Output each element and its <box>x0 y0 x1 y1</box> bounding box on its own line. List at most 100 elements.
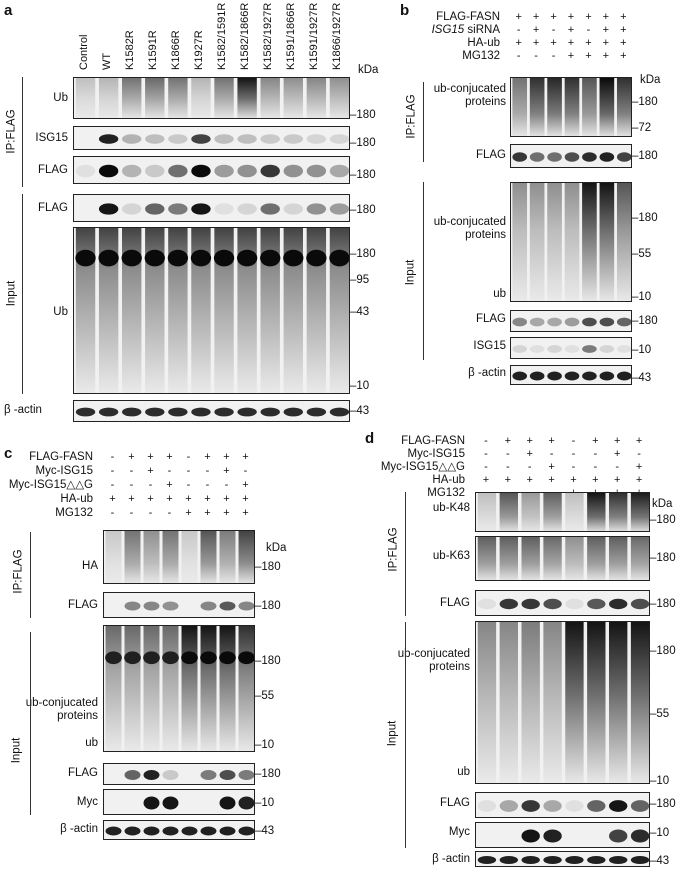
mw-b-in-180: –180 <box>632 212 658 224</box>
bracket-c-input <box>30 632 31 815</box>
band <box>122 134 142 144</box>
band <box>143 651 160 665</box>
band <box>512 371 528 381</box>
kda-label-c: kDa <box>266 542 287 554</box>
band <box>237 407 257 417</box>
lane-smear <box>499 493 518 531</box>
c-condition-label-4: MG132 <box>55 507 93 519</box>
blot-d-ip-flag <box>475 590 650 616</box>
c-condition-mark: + <box>223 507 230 519</box>
band <box>587 598 606 610</box>
b-condition-mark: + <box>620 11 627 23</box>
band <box>167 249 189 267</box>
band <box>582 152 597 162</box>
band <box>306 249 327 267</box>
lane-smear <box>630 622 649 783</box>
band <box>521 856 540 864</box>
b-condition-mark: + <box>620 37 627 49</box>
lane-smear <box>477 493 497 531</box>
group-b-input: Input <box>404 259 417 286</box>
lane-smear <box>238 626 254 751</box>
column-header-8: K1582/1927R <box>262 2 275 70</box>
mw-a-in-43: –43 <box>350 306 370 318</box>
lane-smear <box>529 183 545 301</box>
band <box>529 345 545 353</box>
band <box>122 407 142 417</box>
blot-a-input-flag <box>73 194 350 222</box>
blot-c-ip-ha <box>103 530 255 584</box>
d-condition-mark: - <box>505 448 510 460</box>
band <box>162 770 179 780</box>
c-condition-mark: + <box>166 451 173 463</box>
group-a-ip: IP:FLAG <box>5 109 18 154</box>
mw-a-in-95: –95 <box>350 274 370 286</box>
band <box>191 407 211 417</box>
kda-label-b: kDa <box>640 74 661 86</box>
b-condition-mark: + <box>585 50 592 62</box>
lane-smear <box>283 228 303 393</box>
column-header-0: Control <box>77 34 90 70</box>
band <box>512 152 528 162</box>
lane-smear <box>582 78 597 136</box>
blot-b-input-ubconj <box>510 182 632 302</box>
band <box>543 829 562 843</box>
band <box>124 601 141 611</box>
blot-c-ip-flag <box>103 592 255 618</box>
row-c-ha: HA <box>82 560 98 572</box>
column-header-6: K1582/1591R <box>216 2 229 70</box>
panel-c-label: c <box>4 445 13 462</box>
band <box>214 203 234 215</box>
lane-smear <box>306 78 327 118</box>
band <box>143 770 160 780</box>
d-condition-mark: + <box>482 474 490 486</box>
band <box>521 800 540 812</box>
d-condition-mark: + <box>635 474 643 486</box>
d-condition-mark: - <box>571 461 576 473</box>
c-condition-mark: - <box>205 479 210 491</box>
b-condition-mark: + <box>620 50 627 62</box>
row-b-ubconj-input: ub-conjucated proteins <box>433 216 506 241</box>
band <box>306 164 327 178</box>
lane-smear <box>587 622 606 783</box>
row-d-k48: ub-K48 <box>432 502 470 514</box>
band <box>529 317 545 327</box>
band <box>543 598 562 610</box>
lane-smear <box>609 493 628 531</box>
d-condition-mark: + <box>635 435 643 447</box>
c-condition-label-1: Myc-ISG15 <box>35 465 93 477</box>
b-condition-mark: + <box>602 50 610 62</box>
mw-a-actin: –43 <box>350 405 370 417</box>
band <box>477 800 497 812</box>
column-header-2: K1582R <box>123 30 136 70</box>
mw-b-flag: –180 <box>632 150 658 162</box>
c-condition-mark: - <box>110 479 115 491</box>
band <box>168 134 188 144</box>
lane-smear <box>122 228 142 393</box>
band <box>521 829 540 843</box>
column-header-10: K1591/1927R <box>308 2 321 70</box>
blot-a-ip-ub <box>73 77 350 119</box>
c-condition-mark: + <box>109 493 116 505</box>
lane-smear <box>214 228 234 393</box>
band <box>260 203 280 215</box>
c-condition-mark: + <box>223 493 230 505</box>
mw-c-myc: –10 <box>255 797 275 809</box>
panel-a-label: a <box>4 2 13 19</box>
blot-b-isg15 <box>510 337 632 359</box>
group-c-ip: IP:FLAG <box>12 549 25 594</box>
b-condition-mark: - <box>534 50 538 62</box>
band <box>283 407 303 417</box>
d-condition-mark: + <box>526 474 533 486</box>
band <box>214 134 234 144</box>
band <box>582 317 597 327</box>
d-condition-mark: + <box>548 461 555 473</box>
lane-smear <box>565 537 584 580</box>
c-condition-mark: + <box>128 451 135 463</box>
band <box>630 598 649 610</box>
lane-smear <box>237 78 257 118</box>
c-condition-mark: - <box>110 507 115 519</box>
band <box>145 164 165 178</box>
lane-smear <box>200 531 217 583</box>
d-condition-mark: + <box>613 448 621 460</box>
bracket-b-ip <box>423 82 424 162</box>
